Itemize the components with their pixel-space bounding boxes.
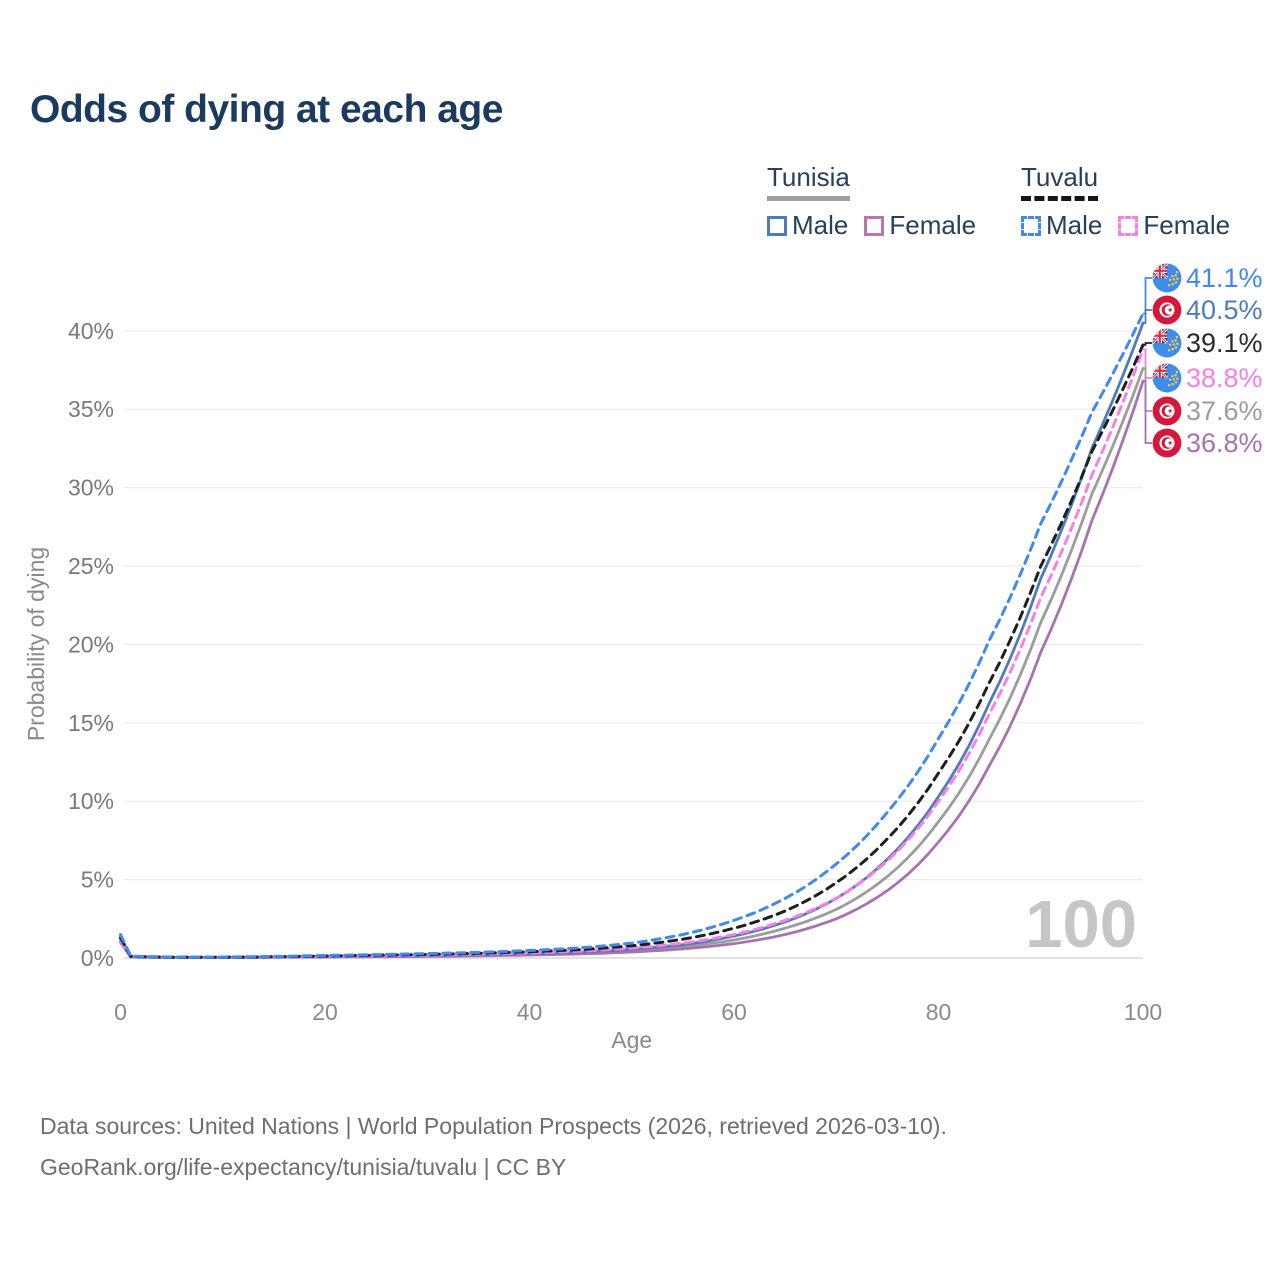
footer: Data sources: United Nations | World Pop…: [40, 1106, 947, 1188]
label-connector: [1143, 367, 1152, 412]
x-tick-label: 80: [926, 999, 952, 1025]
series-line-tuvalu-both: [119, 343, 1145, 959]
legend-country-tunisia: Tunisia: [767, 162, 850, 201]
series-line-tuvalu-female: [119, 348, 1145, 959]
y-axis-title: Probability of dying: [23, 547, 49, 741]
legend-country-tuvalu: Tuvalu: [1021, 162, 1099, 201]
label-connector: [1143, 277, 1152, 315]
end-label-tuvalu-both: 39.1%: [1186, 328, 1263, 358]
end-label-tunisia-female: 36.8%: [1186, 428, 1263, 458]
label-connector: [1143, 380, 1152, 444]
y-tick-label: 20%: [68, 631, 114, 657]
x-axis-title: Age: [611, 1027, 652, 1053]
x-tick-label: 60: [721, 999, 747, 1025]
tunisia-flag-icon: [1152, 295, 1182, 325]
footer-source-line: Data sources: United Nations | World Pop…: [40, 1113, 947, 1139]
y-tick-label: 5%: [81, 867, 114, 893]
page-title: Odds of dying at each age: [30, 88, 503, 131]
end-label-tuvalu-male: 41.1%: [1186, 263, 1263, 293]
end-label-tuvalu-female: 38.8%: [1186, 363, 1263, 393]
x-tick-label: 0: [114, 999, 127, 1025]
tunisia-male-swatch-icon: [767, 215, 787, 236]
tuvalu-female-swatch-icon: [1118, 215, 1139, 236]
y-tick-label: 25%: [68, 553, 114, 579]
y-tick-label: 15%: [68, 710, 114, 736]
age-100-watermark: 100: [1025, 887, 1137, 962]
tunisia-flag-icon: [1152, 428, 1182, 458]
series-lines: [119, 312, 1145, 959]
legend-group-tuvalu: Tuvalu Male Female: [1021, 162, 1230, 241]
tunisia-flag-icon: [1152, 396, 1182, 426]
tuvalu-flag-icon: [1152, 328, 1182, 358]
legend-label-tuvalu-female: Female: [1143, 210, 1231, 240]
y-tick-label: 30%: [68, 475, 114, 501]
legend-label-tunisia-male: Male: [792, 210, 849, 240]
legend-items-tunisia: Male Female: [767, 210, 976, 241]
watermark-text: 100: [1025, 887, 1137, 962]
series-line-tunisia-both: [119, 367, 1145, 959]
legend-item-tunisia-female[interactable]: Female: [864, 210, 976, 241]
tuvalu-male-swatch-icon: [1021, 215, 1041, 236]
end-label-tunisia-male: 40.5%: [1186, 295, 1263, 325]
y-tick-label: 40%: [68, 318, 114, 344]
y-tick-label: 0%: [81, 945, 114, 971]
gridlines: [124, 330, 1143, 959]
end-label-tunisia-both: 37.6%: [1186, 396, 1263, 426]
footer-url-line: GeoRank.org/life-expectancy/tunisia/tuva…: [40, 1154, 567, 1180]
tunisia-female-swatch-icon: [864, 215, 885, 236]
legend-label-tuvalu-male: Male: [1046, 210, 1103, 240]
y-tick-label: 35%: [68, 396, 114, 422]
legend-label-tunisia-female: Female: [889, 210, 977, 240]
tuvalu-flag-icon: [1152, 363, 1182, 393]
legend-item-tuvalu-male[interactable]: Male: [1021, 210, 1102, 241]
label-connector: [1143, 348, 1152, 379]
x-tick-label: 40: [517, 999, 543, 1025]
legend-item-tuvalu-female[interactable]: Female: [1118, 210, 1230, 241]
legend-item-tunisia-male[interactable]: Male: [767, 210, 848, 241]
legend-group-tunisia: Tunisia Male Female: [767, 162, 976, 241]
x-tick-label: 20: [312, 999, 338, 1025]
legend-items-tuvalu: Male Female: [1021, 210, 1230, 241]
series-line-tunisia-female: [119, 379, 1145, 959]
end-labels: 41.1%40.5%39.1% 38.8%37.6%36.8%: [1143, 263, 1263, 458]
label-connector: [1143, 342, 1152, 346]
label-connector: [1143, 309, 1152, 324]
axes: 0% 5% 10% 15% 20% 25% 30% 35% 40% 0 20 40 60 80 100 Age…: [23, 318, 1162, 1053]
y-tick-label: 10%: [68, 788, 114, 814]
x-tick-label: 100: [1124, 999, 1162, 1025]
series-line-tuvalu-male: [119, 312, 1145, 959]
tuvalu-flag-icon: [1152, 263, 1182, 293]
